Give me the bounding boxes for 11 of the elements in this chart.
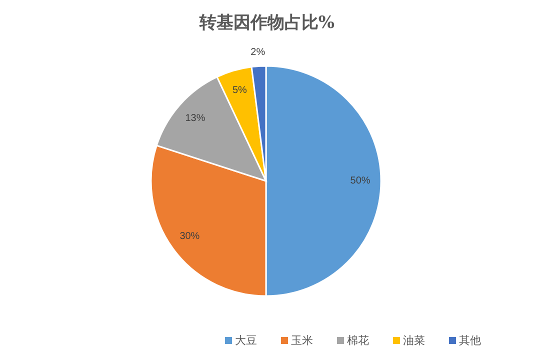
data-label: 2%	[250, 46, 266, 58]
legend-label: 其他	[459, 334, 481, 347]
legend-label: 玉米	[291, 334, 313, 347]
legend-label: 油菜	[403, 334, 425, 347]
legend-label: 棉花	[347, 334, 369, 347]
data-label: 13%	[185, 113, 206, 124]
data-label: 5%	[232, 84, 248, 96]
chart-title: 转基因作物占比%	[198, 13, 335, 33]
data-label: 50%	[350, 176, 370, 186]
data-label: 30%	[180, 230, 200, 242]
legend-label: 大豆	[235, 334, 257, 347]
